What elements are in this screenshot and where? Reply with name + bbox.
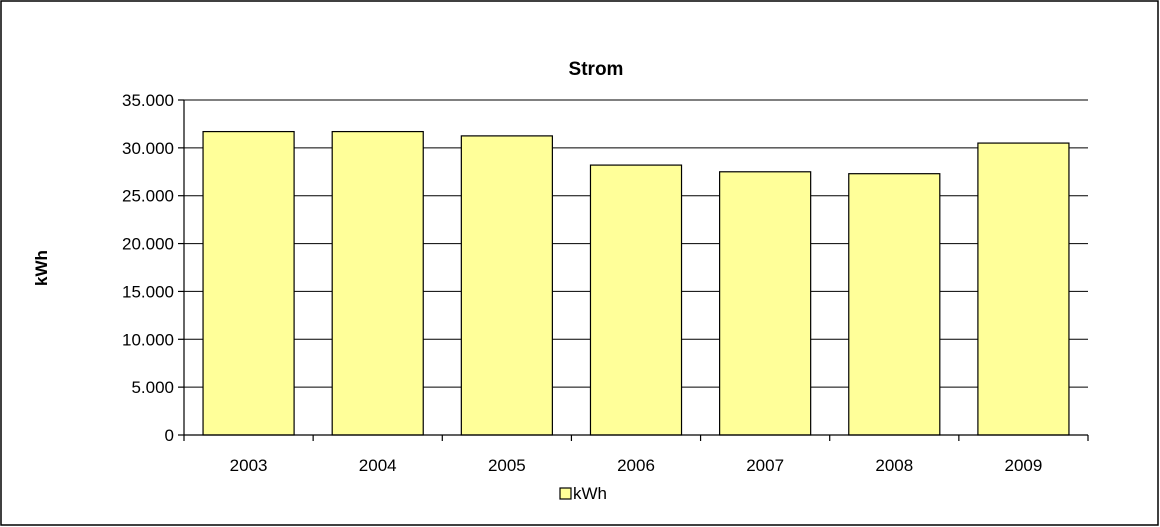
x-tick-label: 2009 (1005, 456, 1043, 475)
chart-title: Strom (569, 59, 624, 80)
x-tick-labels: 2003 2004 2005 2006 2007 2008 2009 (230, 456, 1043, 475)
x-tick-label: 2008 (875, 456, 913, 475)
legend-label: kWh (573, 484, 607, 503)
y-tick-label: 10.000 (122, 330, 174, 349)
bar-2008 (848, 173, 941, 436)
bar-2009 (977, 142, 1070, 436)
bar-2005 (460, 135, 553, 436)
y-axis-label: kWh (32, 250, 51, 286)
y-tick-label: 30.000 (122, 139, 174, 158)
y-tick-label: 5.000 (131, 378, 174, 397)
y-tick-label: 15.000 (122, 282, 174, 301)
y-tick-label: 20.000 (122, 235, 174, 254)
y-tick-label: 35.000 (122, 91, 174, 110)
x-tick-label: 2003 (230, 456, 268, 475)
bar-2006 (589, 164, 683, 436)
bar-2007 (719, 171, 812, 436)
bar-2004 (331, 130, 424, 436)
x-tick-label: 2004 (359, 456, 397, 475)
bars (202, 130, 1070, 436)
bar-2003 (202, 130, 295, 436)
y-tick-label: 25.000 (122, 187, 174, 206)
y-tick-labels: 0 5.000 10.000 15.000 20.000 25.000 30.000 35.0… (122, 91, 174, 445)
legend-swatch (559, 487, 572, 500)
y-tick-label: 0 (165, 426, 174, 445)
x-tick-label: 2007 (746, 456, 784, 475)
x-tick-label: 2005 (488, 456, 526, 475)
axes (178, 99, 1089, 441)
legend: kWh (559, 484, 607, 503)
x-tick-label: 2006 (617, 456, 655, 475)
